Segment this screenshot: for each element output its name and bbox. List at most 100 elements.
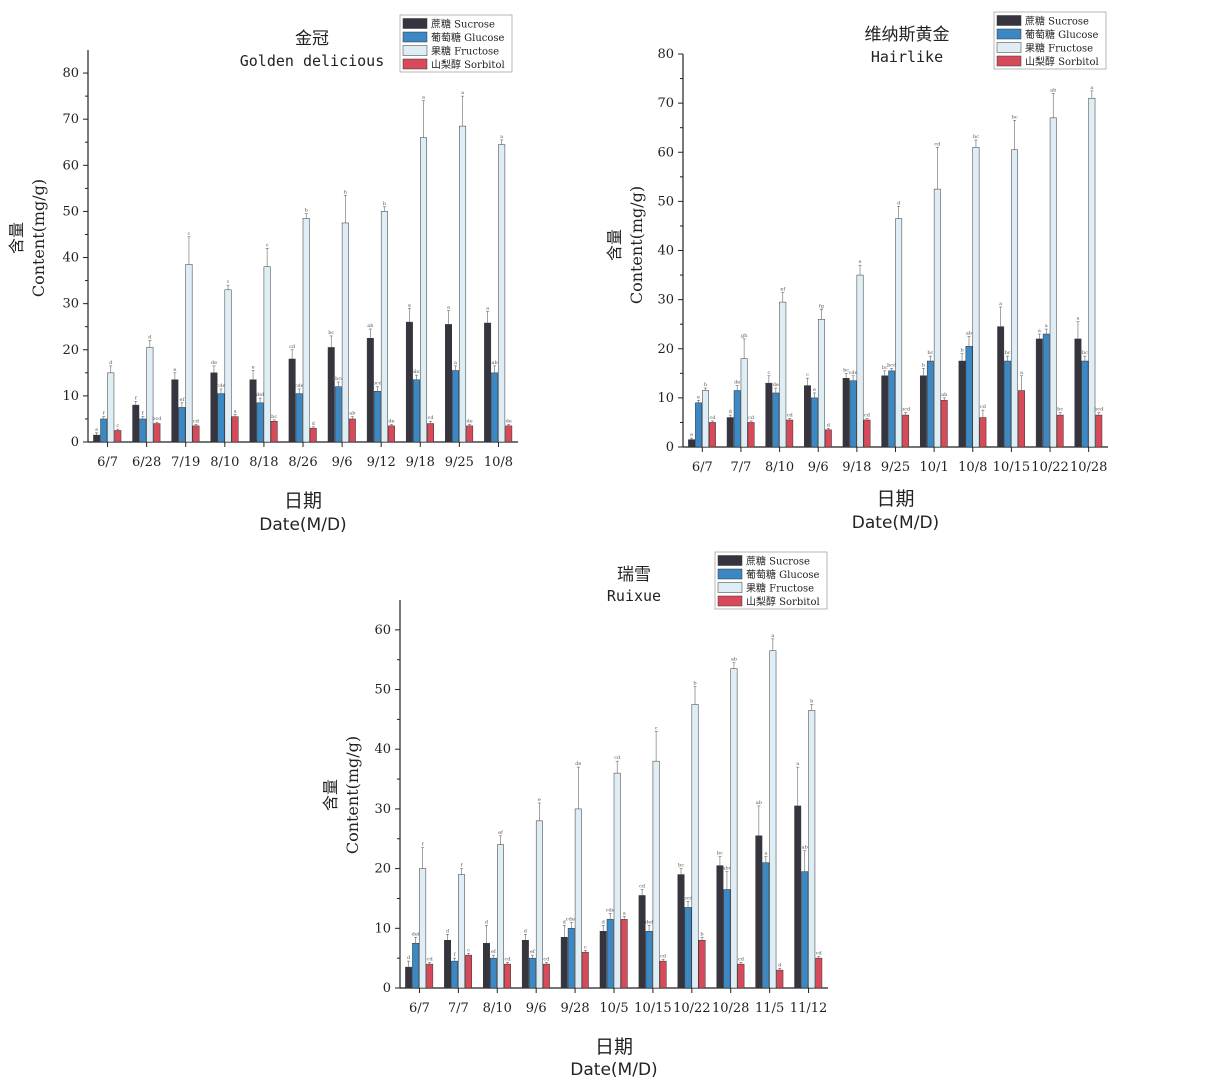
significance-letter: e <box>813 387 816 393</box>
significance-letter: ef <box>780 286 786 292</box>
significance-letter: e <box>95 427 98 433</box>
significance-letter: f <box>422 842 425 848</box>
y-tick-label: 80 <box>62 66 79 81</box>
significance-letter: cd <box>864 413 871 419</box>
bar-glucose <box>295 393 303 443</box>
x-tick-label: 6/7 <box>409 1001 430 1016</box>
significance-letter: bc <box>927 350 933 356</box>
significance-letter: a <box>999 301 1002 307</box>
chart-title: 金冠 <box>295 29 329 49</box>
significance-letter: de <box>506 418 512 424</box>
legend-swatch <box>402 45 428 56</box>
bar-fructose <box>808 710 816 989</box>
significance-letter: d <box>729 409 733 415</box>
y-tick-label: 0 <box>383 981 391 996</box>
bar-glucose <box>695 402 702 448</box>
x-tick-label: 9/12 <box>367 455 396 470</box>
legend-entry: 蔗糖 Sucrose <box>431 18 495 31</box>
y-tick-label: 20 <box>62 343 79 358</box>
bar-glucose <box>528 957 536 989</box>
significance-letter: a <box>447 305 450 311</box>
legend-swatch <box>996 15 1022 26</box>
bar-sorbitol <box>427 423 434 443</box>
bar-sorbitol <box>1095 414 1103 448</box>
bar-glucose <box>490 957 497 989</box>
significance-letter: a <box>1020 370 1023 376</box>
bar-fructose <box>380 211 388 443</box>
bar-fructose <box>420 137 427 443</box>
y-axis-label: Content(mg/g) <box>627 186 646 304</box>
x-tick-label: 11/5 <box>755 1001 784 1016</box>
bar-sucrose <box>638 895 646 989</box>
bar-glucose <box>334 386 342 443</box>
significance-letter: de <box>575 761 581 767</box>
y-tick-label: 80 <box>657 47 674 62</box>
significance-letter: c <box>655 725 658 731</box>
significance-letter: c <box>767 370 770 376</box>
bar-fructose <box>613 772 621 989</box>
x-axis-label: Date(M/D) <box>259 515 346 535</box>
bar-sucrose <box>677 874 685 989</box>
bar-glucose <box>684 907 692 989</box>
bar-sorbitol <box>114 430 122 443</box>
significance-letter: c <box>188 231 191 237</box>
bar-fructose <box>497 844 504 989</box>
y-tick-label: 60 <box>62 158 79 173</box>
x-tick-label: 8/10 <box>765 460 794 475</box>
bar-sucrose <box>1074 338 1082 448</box>
legend-swatch <box>717 568 743 580</box>
significance-letter: bc <box>1057 407 1063 413</box>
bar-glucose <box>100 418 108 443</box>
significance-letter: a <box>771 633 774 639</box>
legend-swatch <box>996 55 1022 67</box>
significance-letter: ab <box>802 845 808 851</box>
bar-fructose <box>341 222 349 443</box>
significance-letter: bc <box>271 414 277 420</box>
bar-sucrose <box>288 358 296 443</box>
x-tick-label: 10/22 <box>673 1001 710 1016</box>
bar-sucrose <box>521 939 529 989</box>
bar-glucose <box>491 372 499 443</box>
significance-letter: e <box>173 367 176 373</box>
y-axis-label-group: 含量 Content(mg/g) <box>321 736 362 854</box>
y-axis-label-group: 含量 Content(mg/g) <box>7 179 48 297</box>
significance-letter: d <box>312 421 316 427</box>
bar-sucrose <box>765 382 773 448</box>
significance-letter: ab <box>1050 87 1056 93</box>
y-tick-label: 70 <box>62 112 79 127</box>
significance-letter: cd <box>787 413 794 419</box>
bar-sorbitol <box>504 963 511 989</box>
significance-letter: a <box>422 95 425 101</box>
significance-letter: abc <box>722 866 731 872</box>
bar-sucrose <box>405 321 413 443</box>
significance-letter: e <box>697 394 700 400</box>
y-tick-label: 40 <box>374 742 391 757</box>
bar-sorbitol <box>270 420 278 443</box>
significance-letter: d <box>778 962 782 968</box>
bar-glucose <box>723 889 731 989</box>
significance-letter: a <box>486 305 489 311</box>
bar-sucrose <box>93 434 101 443</box>
x-tick-label: 10/8 <box>484 455 513 470</box>
significance-letter: a <box>1090 85 1093 91</box>
x-tick-label: 9/6 <box>808 460 829 475</box>
bar-glucose <box>811 397 818 448</box>
y-tick-label: 50 <box>657 194 674 209</box>
x-tick-label: 11/12 <box>790 1001 827 1016</box>
bar-glucose <box>849 380 857 448</box>
significance-letter: ab <box>731 657 737 663</box>
y-tick-label: 60 <box>374 623 391 638</box>
legend-swatch <box>717 595 743 607</box>
legend-entry: 葡萄糖 Glucose <box>1025 28 1099 41</box>
bar-sorbitol <box>979 417 987 448</box>
bar-sucrose <box>445 324 452 443</box>
bar-glucose <box>373 391 381 443</box>
bar-sorbitol <box>902 414 910 448</box>
significance-letter: ab <box>966 330 972 336</box>
significance-letter: bc <box>973 134 979 140</box>
bar-glucose <box>567 928 575 989</box>
significance-letter: bc <box>1082 350 1088 356</box>
bar-sorbitol <box>1018 390 1025 448</box>
